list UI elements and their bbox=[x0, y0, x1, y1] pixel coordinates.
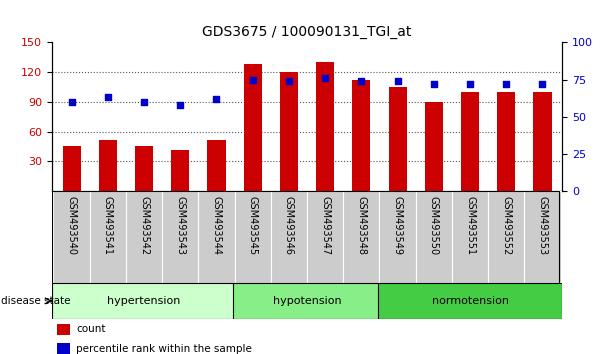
Point bbox=[139, 99, 149, 105]
Bar bbox=[271, 191, 307, 283]
Bar bbox=[307, 191, 344, 283]
Bar bbox=[280, 72, 298, 191]
Bar bbox=[98, 139, 117, 191]
Bar bbox=[488, 191, 524, 283]
Bar bbox=[244, 64, 262, 191]
Bar bbox=[344, 191, 379, 283]
Text: GSM493548: GSM493548 bbox=[356, 196, 367, 255]
Text: count: count bbox=[76, 324, 106, 334]
Text: GSM493553: GSM493553 bbox=[537, 196, 547, 255]
Bar bbox=[57, 324, 69, 335]
Bar bbox=[524, 191, 561, 283]
Bar bbox=[378, 283, 562, 319]
Bar bbox=[162, 191, 198, 283]
Point bbox=[320, 75, 330, 81]
Text: hypotension: hypotension bbox=[273, 296, 341, 306]
Text: GSM493551: GSM493551 bbox=[465, 196, 475, 255]
Text: GSM493552: GSM493552 bbox=[501, 196, 511, 255]
Text: disease state: disease state bbox=[1, 296, 70, 306]
Text: GSM493545: GSM493545 bbox=[247, 196, 258, 255]
Bar bbox=[533, 92, 551, 191]
Bar bbox=[497, 92, 516, 191]
Bar bbox=[233, 283, 381, 319]
Text: GSM493549: GSM493549 bbox=[393, 196, 402, 255]
Text: GSM493550: GSM493550 bbox=[429, 196, 439, 255]
Bar bbox=[207, 139, 226, 191]
Text: hypertension: hypertension bbox=[108, 296, 181, 306]
Bar bbox=[316, 62, 334, 191]
Text: GSM493544: GSM493544 bbox=[212, 196, 221, 255]
Text: GSM493546: GSM493546 bbox=[284, 196, 294, 255]
Bar bbox=[235, 191, 271, 283]
Point bbox=[429, 81, 439, 87]
Bar bbox=[63, 145, 81, 191]
Point bbox=[465, 81, 475, 87]
Bar bbox=[461, 92, 479, 191]
Text: GSM493547: GSM493547 bbox=[320, 196, 330, 255]
Bar bbox=[54, 191, 90, 283]
Text: GSM493543: GSM493543 bbox=[175, 196, 185, 255]
Bar bbox=[57, 343, 69, 354]
Point bbox=[393, 78, 402, 84]
Point bbox=[175, 102, 185, 108]
Bar bbox=[135, 145, 153, 191]
Point bbox=[67, 99, 77, 105]
Bar bbox=[52, 283, 237, 319]
Bar bbox=[171, 149, 189, 191]
Point bbox=[212, 96, 221, 102]
Bar bbox=[416, 191, 452, 283]
Bar bbox=[126, 191, 162, 283]
Text: GSM493540: GSM493540 bbox=[67, 196, 77, 255]
Point bbox=[537, 81, 547, 87]
Bar bbox=[198, 191, 235, 283]
Point bbox=[284, 78, 294, 84]
Text: GSM493541: GSM493541 bbox=[103, 196, 113, 255]
Point bbox=[248, 77, 258, 82]
Title: GDS3675 / 100090131_TGI_at: GDS3675 / 100090131_TGI_at bbox=[202, 25, 412, 39]
Point bbox=[356, 78, 366, 84]
Text: GSM493542: GSM493542 bbox=[139, 196, 149, 255]
Text: normotension: normotension bbox=[432, 296, 508, 306]
Bar bbox=[90, 191, 126, 283]
Text: percentile rank within the sample: percentile rank within the sample bbox=[76, 344, 252, 354]
Bar bbox=[352, 80, 370, 191]
Bar bbox=[389, 87, 407, 191]
Bar bbox=[379, 191, 416, 283]
Point bbox=[103, 95, 112, 100]
Bar bbox=[452, 191, 488, 283]
Bar bbox=[425, 102, 443, 191]
Point bbox=[502, 81, 511, 87]
